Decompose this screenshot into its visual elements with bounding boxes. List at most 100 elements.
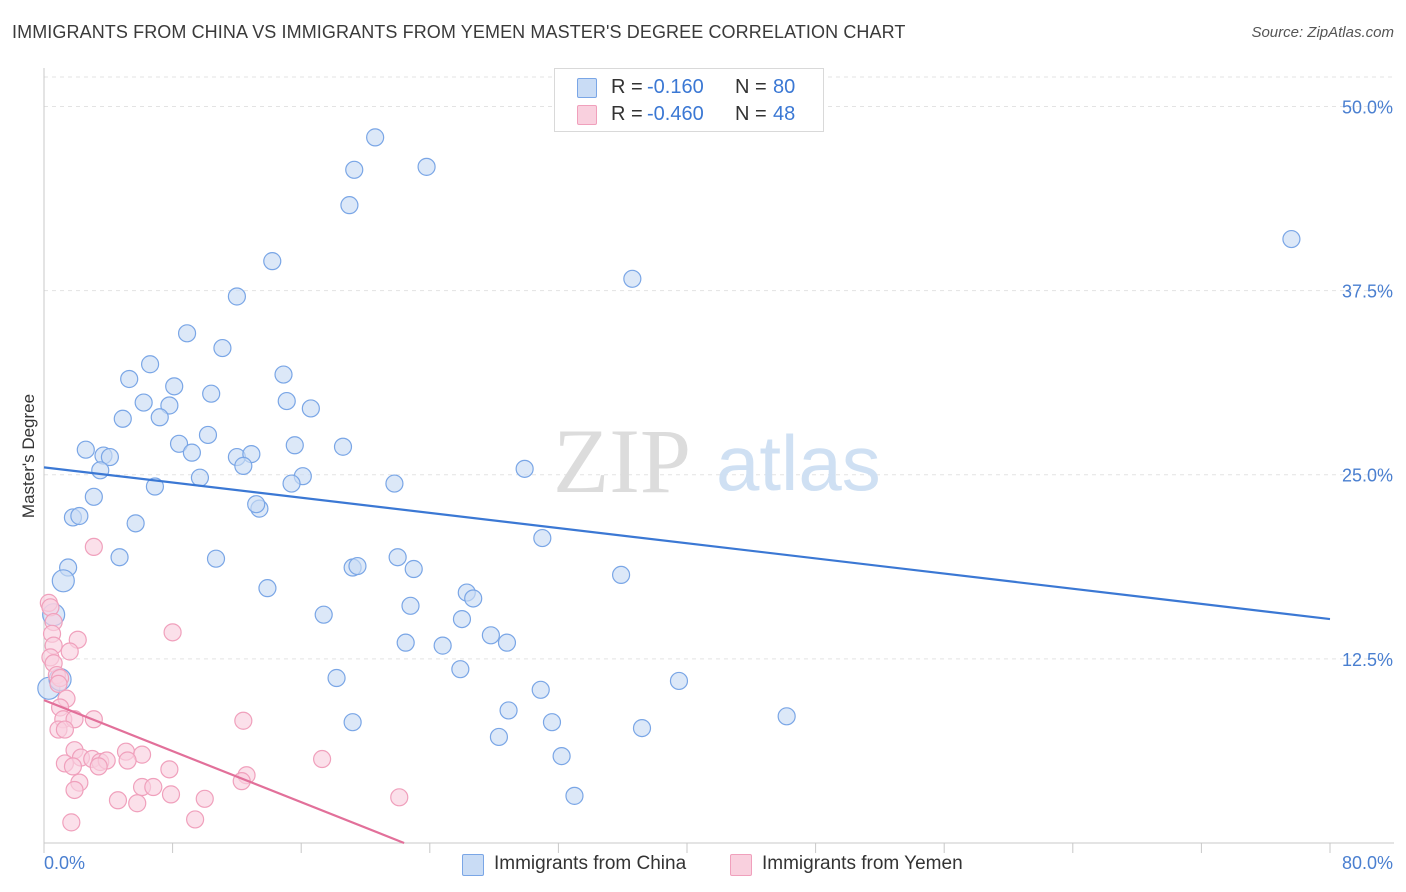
china-point xyxy=(345,160,364,179)
china-point xyxy=(777,707,796,726)
legend-n-label: N = xyxy=(735,103,767,125)
yemen-point xyxy=(144,777,163,797)
yemen-point xyxy=(65,780,84,800)
legend-r-label: R = xyxy=(611,76,643,98)
watermark: ZIP atlas xyxy=(553,410,881,512)
china-point xyxy=(481,626,500,645)
yemen-trend-line xyxy=(43,699,405,845)
grid-lines xyxy=(44,76,1394,660)
x-tick-labels: 0.0% 80.0% xyxy=(44,853,1393,873)
china-point xyxy=(213,338,232,358)
china-point xyxy=(388,548,407,567)
legend-swatch-yemen xyxy=(730,854,752,876)
yemen-point xyxy=(108,791,128,810)
yemen-point xyxy=(186,810,205,829)
yemen-point xyxy=(312,749,332,769)
legend-r-value: -0.160 xyxy=(647,76,704,98)
yemen-point xyxy=(160,760,179,779)
yemen-point xyxy=(49,674,68,694)
china-point xyxy=(160,396,179,415)
china-point xyxy=(499,701,518,720)
china-point xyxy=(542,713,562,732)
legend-r-value: -0.460 xyxy=(647,103,704,125)
stats-legend: R = -0.160 N = 80 R = -0.460 N = 48 xyxy=(554,68,824,132)
yemen-point xyxy=(55,720,74,739)
y-axis-label: Master's Degree xyxy=(19,394,38,518)
china-point xyxy=(120,369,139,389)
yemen-point xyxy=(60,642,79,661)
yemen-point xyxy=(161,785,181,804)
china-point xyxy=(404,559,423,579)
china-point xyxy=(134,393,153,412)
legend-n-value: 48 xyxy=(773,103,796,125)
china-point xyxy=(285,436,304,455)
legend-swatch-china xyxy=(462,854,484,876)
china-point xyxy=(76,440,95,459)
legend-label-china: Immigrants from China xyxy=(494,853,687,874)
china-point xyxy=(274,365,293,384)
china-point xyxy=(366,128,385,147)
china-point xyxy=(464,589,483,608)
yemen-point xyxy=(84,537,103,557)
china-point xyxy=(70,506,89,526)
china-point xyxy=(234,456,253,475)
chart-title: IMMIGRANTS FROM CHINA VS IMMIGRANTS FROM… xyxy=(12,22,906,42)
china-point xyxy=(258,579,277,598)
china-point xyxy=(669,671,689,691)
china-point xyxy=(206,549,226,568)
china-point xyxy=(51,569,75,593)
x-tick-label: 0.0% xyxy=(44,853,85,873)
china-point xyxy=(623,269,642,288)
china-point xyxy=(452,609,472,629)
china-point xyxy=(202,384,221,403)
china-point xyxy=(145,477,165,496)
china-point xyxy=(451,660,470,679)
china-point xyxy=(401,596,420,615)
china-point xyxy=(327,668,346,688)
yemen-point xyxy=(41,598,60,617)
china-point xyxy=(396,633,415,652)
legend-label-yemen: Immigrants from Yemen xyxy=(762,853,963,874)
x-tick-label: 80.0% xyxy=(1342,853,1393,873)
china-point xyxy=(552,746,571,766)
china-point xyxy=(385,474,404,493)
china-point xyxy=(1282,229,1301,249)
y-tick-labels: 12.5% 25.0% 37.5% 50.0% xyxy=(1342,97,1393,669)
china-point xyxy=(190,468,210,487)
china-point xyxy=(433,636,452,655)
china-point xyxy=(417,157,436,176)
china-point xyxy=(348,556,367,576)
china-point xyxy=(247,495,266,514)
china-point xyxy=(340,196,359,215)
trend-lines xyxy=(43,466,1331,845)
china-point xyxy=(263,252,282,271)
china-point xyxy=(565,786,584,805)
legend-n-label: N = xyxy=(735,76,767,98)
china-point xyxy=(198,425,218,445)
yemen-point xyxy=(89,757,108,776)
china-point xyxy=(632,718,652,738)
china-point xyxy=(182,443,201,462)
yemen-point xyxy=(163,623,182,642)
china-point xyxy=(282,474,301,493)
china-trend-line xyxy=(43,466,1331,621)
china-point xyxy=(227,287,246,306)
china-point xyxy=(165,377,184,396)
china-point xyxy=(533,528,552,548)
yemen-point xyxy=(128,794,147,813)
legend-row-yemen: R = -0.460 N = 48 xyxy=(555,101,823,127)
legend-n-value: 80 xyxy=(773,76,796,98)
yemen-point xyxy=(63,757,83,776)
china-point xyxy=(333,437,353,456)
legend-row-china: R = -0.160 N = 80 xyxy=(555,74,823,100)
china-point xyxy=(314,605,333,624)
china-point xyxy=(100,447,120,467)
yemen-point xyxy=(234,711,253,730)
china-point xyxy=(301,399,320,418)
china-point xyxy=(515,459,534,478)
series-legend: Immigrants from China Immigrants from Ye… xyxy=(0,852,1406,878)
yemen-point xyxy=(118,751,137,770)
china-point xyxy=(91,461,110,480)
legend-r-label: R = xyxy=(611,103,643,125)
